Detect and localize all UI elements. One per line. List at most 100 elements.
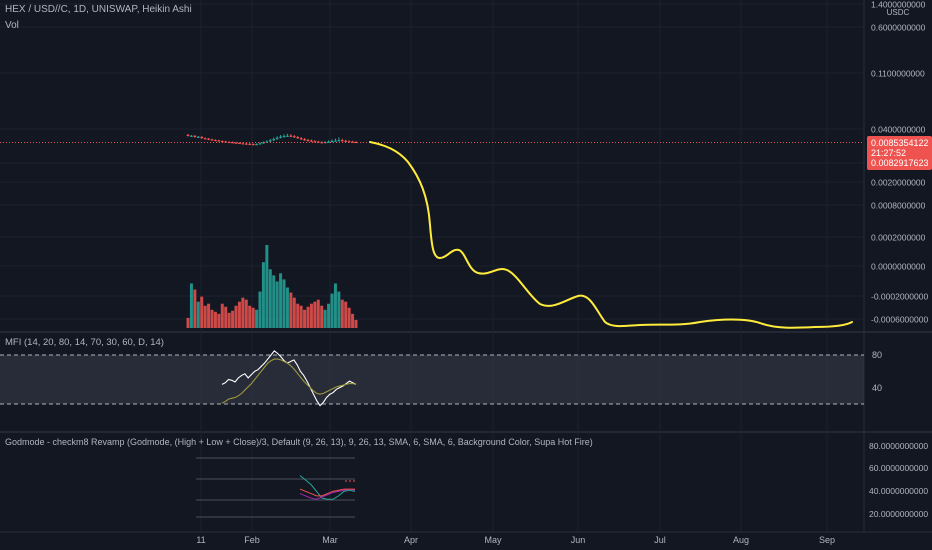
price-tag bbox=[867, 136, 932, 170]
candle-body bbox=[275, 137, 279, 140]
godmode-tick: 80.0000000000 bbox=[869, 441, 928, 451]
time-axis[interactable]: 11 Feb Mar Apr May Jun Jul Aug Sep bbox=[196, 535, 835, 545]
volume-bar bbox=[337, 291, 341, 328]
mfi-series-line bbox=[221, 358, 357, 404]
volume-bar bbox=[255, 309, 259, 328]
candle-body bbox=[203, 138, 207, 140]
mfi-tick: 40 bbox=[872, 383, 882, 393]
candle-body bbox=[292, 136, 296, 138]
price-tick: 0.0020000000 bbox=[871, 178, 926, 188]
candle-body bbox=[214, 139, 217, 142]
grid-lines bbox=[0, 0, 864, 532]
candle-body bbox=[340, 140, 344, 142]
price-tag-secondary: 0.0082917623 bbox=[871, 158, 929, 168]
volume-bar bbox=[210, 309, 214, 328]
volume-bar bbox=[251, 307, 255, 328]
candle-body bbox=[344, 140, 348, 142]
godmode-lines bbox=[299, 475, 356, 500]
time-tick: Jul bbox=[654, 535, 666, 545]
volume-bar bbox=[203, 305, 207, 328]
price-tick: 1.4000000000 bbox=[871, 0, 926, 10]
volume-bar bbox=[327, 303, 331, 328]
volume-bar bbox=[313, 301, 317, 328]
candle-body bbox=[296, 137, 300, 139]
price-tick: -0.0006000000 bbox=[871, 315, 928, 325]
godmode-pane[interactable] bbox=[0, 433, 864, 531]
volume-bar bbox=[186, 317, 190, 328]
volume-bar bbox=[231, 310, 235, 328]
volume-bar bbox=[289, 292, 293, 328]
candle-body bbox=[334, 140, 337, 142]
godmode-label: Godmode - checkm8 Revamp (Godmode, (High… bbox=[5, 437, 593, 447]
volume-bar bbox=[285, 287, 289, 328]
volume-bar bbox=[244, 299, 248, 328]
main-pane[interactable] bbox=[0, 0, 864, 331]
candlesticks bbox=[186, 133, 358, 146]
volume-bar bbox=[248, 305, 252, 328]
candle-body bbox=[262, 142, 265, 144]
time-tick: Aug bbox=[733, 535, 749, 545]
volume-bar bbox=[323, 309, 327, 328]
candle-body bbox=[272, 139, 276, 141]
volume-bar bbox=[292, 297, 296, 328]
volume-bar bbox=[282, 279, 286, 328]
volume-bar bbox=[309, 303, 313, 328]
candle-body bbox=[282, 136, 286, 138]
mfi-series-line bbox=[221, 350, 357, 407]
candle-body bbox=[200, 136, 204, 139]
godmode-series-line bbox=[299, 488, 356, 500]
volume-bar bbox=[296, 303, 300, 328]
mfi-tick: 80 bbox=[872, 350, 882, 360]
volume-bar bbox=[320, 305, 324, 328]
candle-body bbox=[303, 139, 306, 141]
candle-body bbox=[354, 141, 358, 144]
volume-bar bbox=[275, 281, 279, 328]
candle-body bbox=[186, 134, 190, 137]
price-tick: 0.6000000000 bbox=[871, 23, 926, 33]
candle-body bbox=[265, 141, 269, 143]
volume-bar bbox=[333, 283, 337, 328]
volume-bar bbox=[224, 306, 228, 328]
volume-bar bbox=[354, 319, 358, 328]
volume-bar bbox=[272, 275, 276, 328]
volume-bar bbox=[213, 311, 217, 328]
candle-body bbox=[238, 142, 241, 145]
volume-bar bbox=[193, 289, 197, 328]
volume-bar bbox=[241, 297, 245, 328]
candle-body bbox=[255, 144, 258, 146]
volume-bar bbox=[258, 291, 262, 328]
freehand-drawing[interactable] bbox=[369, 141, 853, 329]
volume-bar bbox=[279, 273, 283, 328]
volume-bar bbox=[189, 283, 193, 328]
volume-bar bbox=[351, 313, 355, 328]
candle-body bbox=[330, 141, 334, 143]
volume-bar bbox=[268, 269, 272, 328]
price-tick: -0.0002000000 bbox=[871, 292, 928, 302]
price-tick: 0.1100000000 bbox=[871, 69, 925, 79]
time-tick: May bbox=[484, 535, 502, 545]
candle-body bbox=[227, 141, 231, 144]
price-tick: 0.0000000000 bbox=[871, 262, 926, 272]
volume-bar bbox=[217, 313, 221, 328]
time-tick: Mar bbox=[322, 535, 338, 545]
volume-bar bbox=[303, 309, 307, 328]
price-tick: 0.0008000000 bbox=[871, 201, 926, 211]
volume-bar bbox=[347, 307, 351, 328]
time-tick: Feb bbox=[244, 535, 260, 545]
candle-body bbox=[244, 143, 248, 145]
volume-label: Vol bbox=[5, 20, 19, 31]
mfi-lines bbox=[221, 350, 357, 407]
candle-body bbox=[268, 140, 272, 142]
price-tag-value: 0.0085354122 bbox=[871, 138, 929, 148]
mfi-band-fill bbox=[0, 355, 864, 404]
candle-body bbox=[207, 138, 210, 140]
volume-bar bbox=[330, 293, 334, 328]
volume-bar bbox=[234, 305, 238, 328]
volume-bars bbox=[186, 245, 358, 328]
godmode-tick: 40.0000000000 bbox=[869, 486, 928, 496]
candle-body bbox=[323, 142, 327, 144]
godmode-tick: 20.0000000000 bbox=[869, 509, 928, 519]
time-tick: 11 bbox=[196, 535, 205, 545]
candle-body bbox=[217, 140, 221, 142]
